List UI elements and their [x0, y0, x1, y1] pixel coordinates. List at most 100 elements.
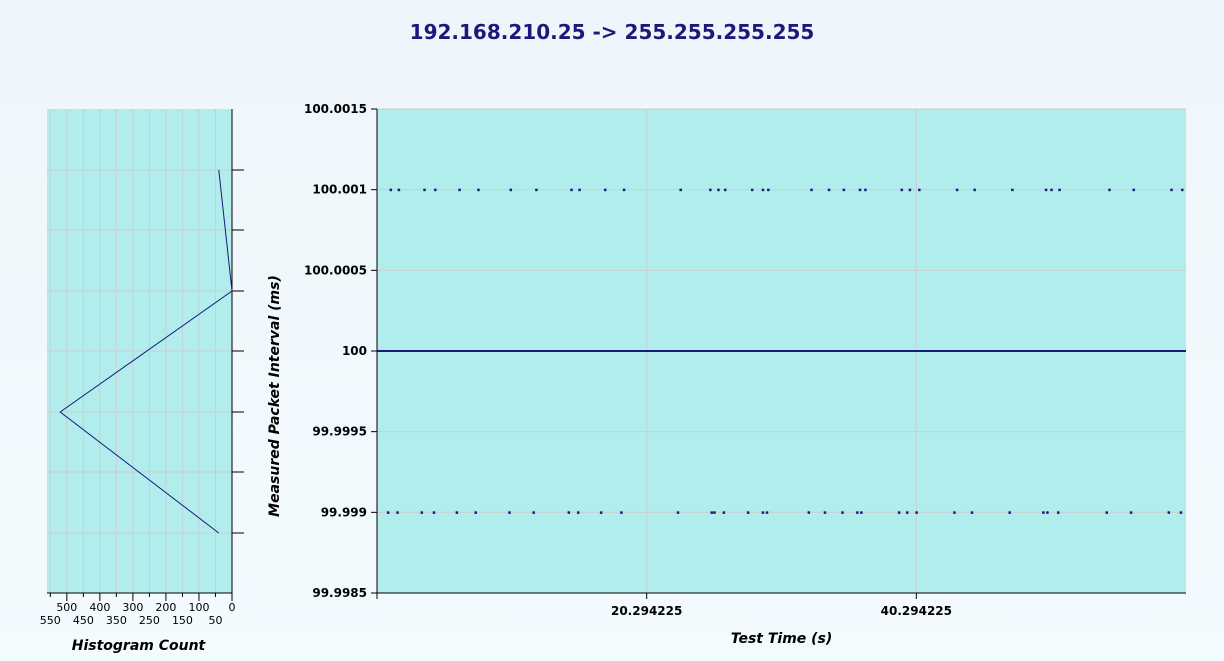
data-point-high — [1044, 188, 1048, 192]
data-point-high — [918, 188, 921, 192]
data-point-high — [858, 188, 862, 192]
data-point-low — [396, 511, 399, 514]
data-point-low — [455, 511, 459, 514]
data-point-low — [856, 511, 859, 514]
data-point-low — [710, 511, 713, 514]
data-point-high — [1108, 188, 1111, 192]
data-point-high — [864, 188, 867, 192]
data-point-low — [841, 511, 844, 514]
data-point-high — [434, 188, 437, 192]
chart-title: 192.168.210.25 -> 255.255.255.255 — [409, 20, 815, 44]
data-point-high — [827, 188, 831, 192]
y-tick-label: 100.0015 — [304, 102, 367, 116]
data-point-high — [1011, 188, 1014, 192]
data-point-low — [765, 511, 769, 514]
data-point-high — [578, 188, 581, 192]
data-point-low — [676, 511, 680, 514]
histogram-x-tick-label: 150 — [172, 614, 193, 627]
histogram-x-tick-label: 400 — [89, 601, 110, 614]
data-point-high — [458, 188, 461, 192]
data-point-low — [599, 511, 603, 514]
data-point-low — [576, 511, 580, 514]
data-point-high — [900, 188, 904, 192]
y-tick-label: 100.001 — [312, 183, 367, 197]
data-point-low — [807, 511, 811, 514]
y-axis-label: Measured Packet Interval (ms) — [267, 275, 283, 517]
data-point-low — [567, 511, 571, 514]
y-tick-label: 99.999 — [321, 505, 367, 519]
data-point-high — [723, 188, 727, 192]
data-point-low — [620, 511, 623, 514]
data-point-low — [420, 511, 424, 514]
data-point-low — [953, 511, 956, 514]
data-point-high — [955, 188, 959, 192]
data-point-high — [622, 188, 626, 192]
data-point-high — [908, 188, 912, 192]
x-axis-label: Test Time (s) — [731, 631, 833, 647]
data-point-high — [750, 188, 754, 192]
x-tick-label: 40.294225 — [881, 604, 952, 618]
data-point-high — [973, 188, 976, 192]
histogram-x-tick-label: 350 — [106, 614, 127, 627]
histogram-line — [59, 169, 233, 534]
histogram-x-tick-label: 50 — [208, 614, 222, 627]
histogram-x-tick-label: 200 — [155, 601, 176, 614]
data-point-low — [746, 511, 750, 514]
data-point-high — [761, 188, 765, 192]
data-point-high — [679, 188, 682, 192]
data-point-low — [432, 511, 436, 514]
data-point-high — [1181, 188, 1184, 192]
data-point-low — [970, 511, 974, 514]
histogram-x-axis-label: Histogram Count — [72, 638, 207, 654]
data-point-high — [1058, 188, 1061, 192]
y-tick-label: 100 — [342, 344, 367, 358]
data-point-low — [1129, 511, 1133, 514]
histogram-x-tick-label: 0 — [229, 601, 236, 614]
data-point-high — [397, 188, 401, 192]
histogram-x-tick-label: 100 — [188, 601, 209, 614]
data-point-low — [1167, 511, 1171, 514]
data-point-low — [1042, 511, 1045, 514]
x-tick-label: 20.294225 — [611, 604, 682, 618]
data-point-low — [722, 511, 726, 514]
data-point-high — [717, 188, 720, 192]
data-point-high — [1050, 188, 1053, 192]
data-point-low — [474, 511, 478, 514]
data-point-high — [509, 188, 513, 192]
data-point-high — [1170, 188, 1173, 192]
data-point-high — [570, 188, 573, 192]
data-point-low — [532, 511, 535, 514]
data-point-low — [897, 511, 901, 514]
data-point-high — [389, 188, 393, 192]
histogram-x-tick-label: 300 — [122, 601, 143, 614]
data-point-high — [603, 188, 607, 192]
data-point-low — [1056, 511, 1060, 514]
data-point-low — [905, 511, 909, 514]
data-point-high — [842, 188, 846, 192]
data-point-high — [709, 188, 712, 192]
data-point-low — [823, 511, 827, 514]
data-point-low — [1046, 511, 1049, 514]
histogram-x-tick-label: 500 — [56, 601, 77, 614]
data-point-low — [915, 511, 918, 514]
histogram-x-tick-label: 550 — [40, 614, 61, 627]
histogram-x-tick-label: 450 — [73, 614, 94, 627]
data-point-high — [423, 188, 426, 192]
data-point-low — [1179, 511, 1183, 514]
y-tick-label: 99.9985 — [312, 586, 367, 600]
data-point-low — [713, 511, 716, 514]
histogram-x-tick-label: 250 — [139, 614, 160, 627]
data-point-high — [477, 188, 480, 192]
data-point-low — [761, 511, 765, 514]
data-point-high — [810, 188, 813, 192]
data-point-high — [535, 188, 538, 192]
data-point-low — [508, 511, 511, 514]
y-tick-label: 99.9995 — [312, 425, 367, 439]
y-tick-label: 100.0005 — [304, 263, 367, 277]
data-point-low — [860, 511, 863, 514]
data-point-high — [1132, 188, 1135, 192]
data-point-low — [386, 511, 390, 514]
data-point-low — [1105, 511, 1109, 514]
data-point-low — [1008, 511, 1011, 514]
